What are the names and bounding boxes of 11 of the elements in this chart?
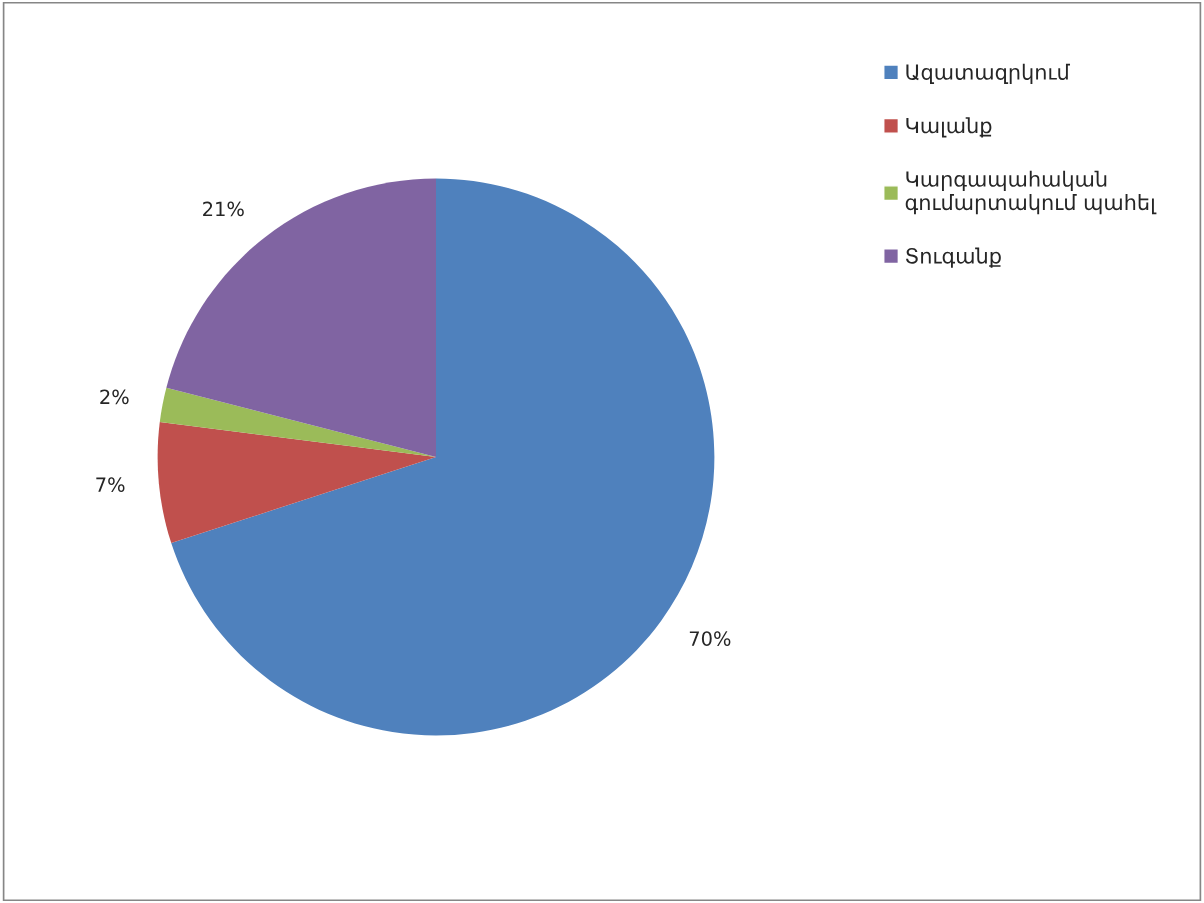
pie-slice: [159, 387, 436, 457]
data-label: 2%: [100, 389, 129, 405]
legend-label: Տուգանք: [906, 247, 1001, 268]
data-label: 7%: [96, 477, 125, 492]
legend-label: Կարգապահական գումարտակում պահել: [905, 170, 1157, 215]
legend-label: Ազատազրկում: [906, 63, 1071, 84]
pie-slice: [166, 178, 436, 457]
data-label: 70%: [689, 631, 731, 646]
pie-slice: [157, 422, 436, 544]
data-label: 21%: [203, 201, 244, 217]
legend-label: Կալանք: [906, 117, 992, 138]
